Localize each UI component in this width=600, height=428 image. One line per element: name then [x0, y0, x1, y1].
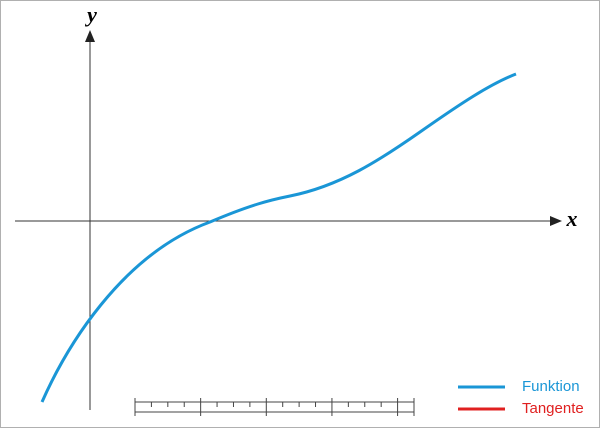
legend: Funktion Tangente [458, 378, 584, 417]
y-axis-label: y [84, 2, 97, 27]
legend-label: Funktion [522, 378, 580, 395]
slider-track[interactable] [134, 401, 415, 413]
slider[interactable] [134, 398, 415, 416]
x-arrow [550, 216, 562, 226]
legend-label: Tangente [522, 400, 584, 417]
function-curve [40, 72, 517, 403]
x-axis-label: x [566, 206, 578, 231]
y-arrow [85, 30, 95, 42]
